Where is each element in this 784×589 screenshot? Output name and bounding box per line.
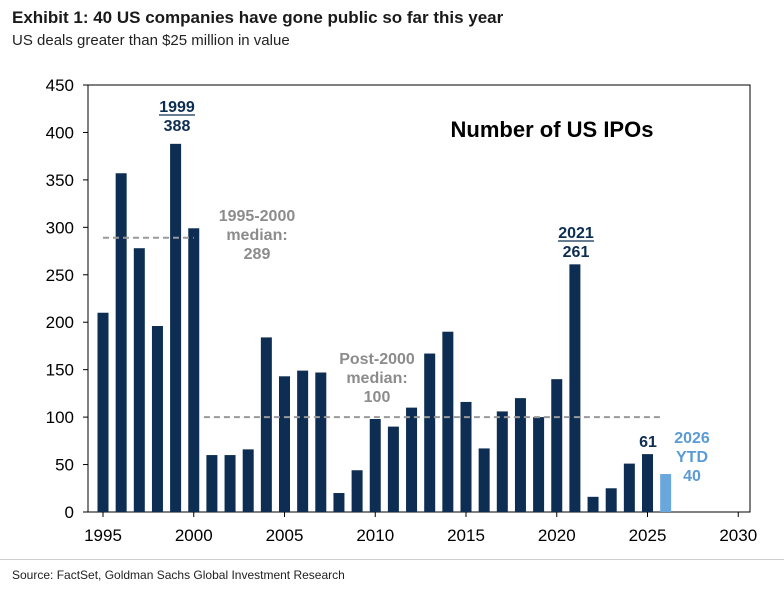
- value-2025-label: 61: [639, 434, 657, 451]
- bar-2017: [496, 411, 508, 512]
- median-post-2000-label: Post-2000: [339, 351, 415, 368]
- bar-2022: [587, 496, 599, 512]
- peak-1999-label: 388: [164, 118, 191, 135]
- bar-2012: [406, 407, 418, 512]
- bar-2013: [424, 353, 436, 512]
- y-tick-label: 250: [46, 266, 74, 285]
- x-tick-label: 1995: [84, 526, 122, 545]
- median-post-2000-label: 100: [364, 389, 391, 406]
- bar-1998: [151, 326, 163, 512]
- bar-1995: [97, 312, 109, 512]
- ytd-2026-label: YTD: [676, 449, 708, 466]
- y-tick-label: 300: [46, 218, 74, 237]
- source-note: Source: FactSet, Goldman Sachs Global In…: [12, 568, 345, 582]
- bar-2000: [188, 228, 200, 512]
- y-tick-label: 200: [46, 313, 74, 332]
- bar-2006: [297, 370, 309, 512]
- y-tick-label: 350: [46, 171, 74, 190]
- y-axis-ticks: 0 50 100 150 200 250 300 350 400 450: [46, 76, 88, 522]
- x-tick-label: 2015: [447, 526, 485, 545]
- median-1995-2000-label: median:: [226, 227, 287, 244]
- chart-title: Number of US IPOs: [451, 117, 654, 142]
- bar-2007: [315, 372, 327, 512]
- bar-1999: [170, 143, 182, 512]
- y-tick-label: 50: [55, 456, 74, 475]
- bar-2023: [605, 488, 617, 512]
- x-tick-label: 2020: [538, 526, 576, 545]
- x-tick-label: 2025: [629, 526, 667, 545]
- bar-2019: [533, 417, 545, 512]
- x-tick-label: 2000: [175, 526, 213, 545]
- y-tick-label: 0: [65, 503, 74, 522]
- ytd-2026-label: 2026: [674, 430, 710, 447]
- bar-2015: [460, 401, 472, 512]
- peak-2021-label: 261: [563, 244, 590, 261]
- bar-2009: [351, 470, 363, 512]
- footer-divider: [0, 559, 784, 560]
- bars: [97, 143, 672, 512]
- y-tick-label: 400: [46, 123, 74, 142]
- bar-2005: [279, 376, 290, 512]
- ipo-bar-chart: 0 50 100 150 200 250 300 350 400 450 1995 2000 2005…: [46, 76, 758, 545]
- exhibit-subtitle: US deals greater than $25 million in val…: [12, 32, 290, 49]
- bar-2011: [387, 426, 399, 512]
- bar-2003: [242, 449, 254, 512]
- bar-2024: [623, 463, 635, 512]
- bar-2008: [333, 493, 345, 512]
- y-tick-label: 100: [46, 408, 74, 427]
- y-tick-label: 150: [46, 361, 74, 380]
- bar-1996: [115, 173, 127, 512]
- bar-2020: [551, 379, 563, 512]
- median-1995-2000-label: 1995-2000: [219, 208, 296, 225]
- x-tick-label: 2010: [356, 526, 394, 545]
- x-tick-label: 2005: [266, 526, 304, 545]
- ytd-2026-label: 40: [683, 468, 701, 485]
- bar-2016: [478, 448, 490, 512]
- exhibit-title: Exhibit 1: 40 US companies have gone pub…: [12, 8, 504, 27]
- bar-2018: [514, 398, 526, 512]
- bar-2010: [369, 419, 381, 512]
- y-tick-label: 450: [46, 76, 74, 95]
- bar-2026: [660, 474, 672, 512]
- x-axis-ticks: 1995 2000 2005 2010 2015 2020 2025 2030: [84, 512, 757, 545]
- peak-1999-label: 1999: [159, 99, 195, 116]
- bar-2014: [442, 331, 454, 512]
- bar-annotations: 1999 388 2021 261 61 2026 YTD 40: [159, 99, 710, 485]
- median-post-2000-label: median:: [346, 370, 407, 387]
- bar-2021: [569, 264, 581, 512]
- bar-2004: [260, 337, 272, 512]
- median-lines: 1995-2000 median: 289 Post-2000 median: 100: [103, 208, 662, 419]
- bar-2001: [206, 455, 218, 512]
- median-1995-2000-label: 289: [244, 246, 271, 263]
- bar-2025: [642, 454, 653, 512]
- x-tick-label: 2030: [719, 526, 757, 545]
- bar-2002: [224, 455, 236, 512]
- plot-frame: [87, 84, 751, 513]
- bar-1997: [133, 248, 145, 512]
- peak-2021-label: 2021: [558, 225, 594, 242]
